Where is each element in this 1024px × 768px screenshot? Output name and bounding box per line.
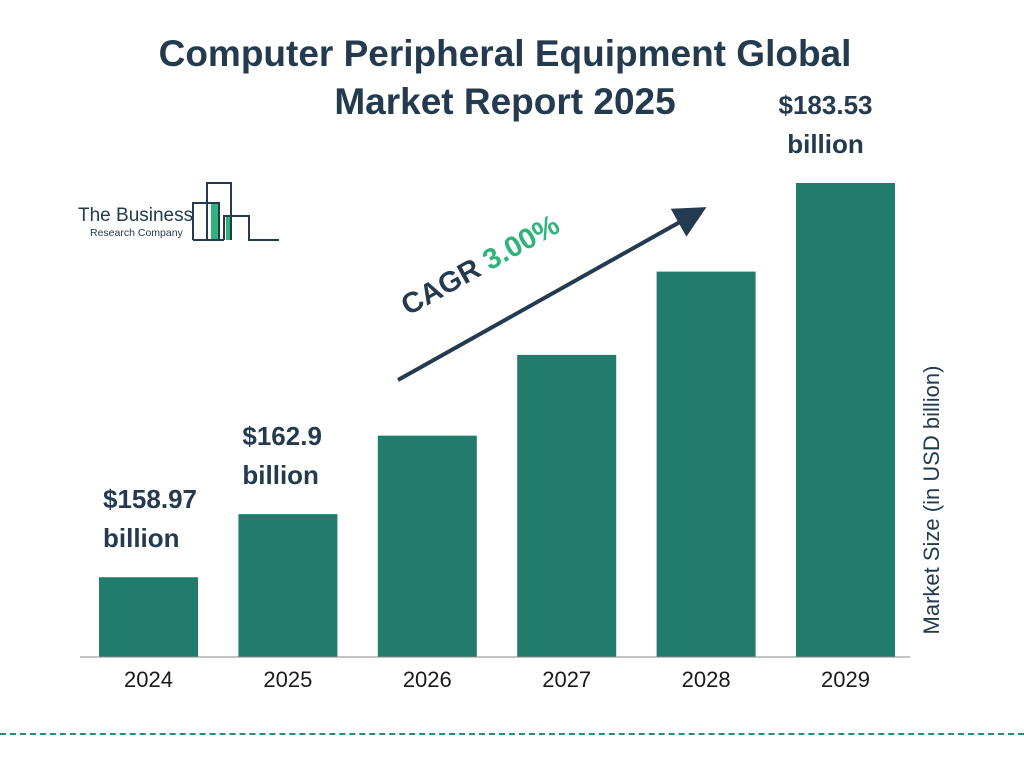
logo-buildings-icon [192,182,279,241]
company-logo: The Business Research Company [78,180,288,245]
bar-2027 [517,354,617,657]
y-axis-label: Market Size (in USD billion) [919,365,944,635]
chart-title: Computer Peripheral Equipment Global Mar… [0,30,1010,126]
footer-divider [0,733,1024,735]
x-tick-label: 2026 [403,667,452,692]
x-tick-label: 2029 [821,667,870,692]
data-label: $158.97 [103,484,197,514]
data-label: $162.9 [242,421,322,451]
bar-2029 [796,183,895,657]
logo-line-2: Research Company [90,227,183,239]
title-line-2: Market Report 2025 [334,81,676,122]
data-label: billion [103,523,180,553]
x-tick-label: 2028 [682,667,731,692]
logo-line-1: The Business [78,205,194,226]
cagr-arrow-icon [397,207,707,382]
title-line-1: Computer Peripheral Equipment Global [158,33,852,74]
bar-2028 [656,271,756,657]
data-label: billion [787,129,864,159]
data-label: $183.53 [779,90,873,120]
x-tick-label: 2024 [124,667,173,692]
x-tick-label: 2027 [542,667,591,692]
bar-2024 [99,577,198,657]
data-label: billion [242,460,319,490]
bar-2025 [238,514,338,657]
bar-2026 [377,435,477,657]
x-tick-label: 2025 [263,667,312,692]
